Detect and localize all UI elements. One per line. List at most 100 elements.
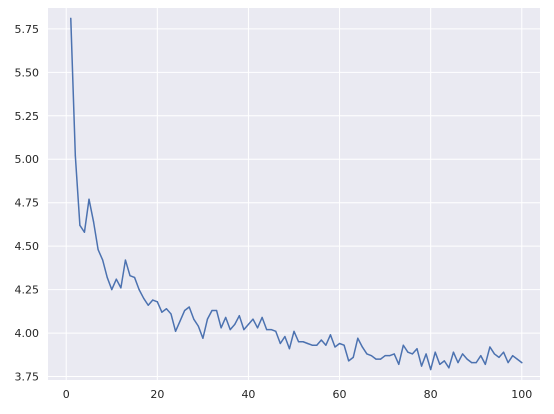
data-point — [243, 328, 245, 331]
data-point — [466, 358, 468, 360]
data-points — [70, 17, 523, 371]
data-point — [498, 356, 500, 359]
data-point — [352, 356, 354, 359]
y-tick-label: 5.25 — [15, 110, 40, 123]
grid — [48, 8, 540, 380]
data-point — [170, 313, 172, 315]
data-point — [229, 328, 231, 331]
data-point — [389, 355, 391, 357]
data-point — [507, 362, 509, 364]
plot-background — [48, 8, 540, 380]
y-tick-label: 5.75 — [15, 23, 40, 36]
data-point — [448, 367, 450, 369]
y-tick-label: 4.25 — [15, 284, 40, 297]
data-point — [202, 337, 204, 339]
data-point — [439, 363, 441, 365]
data-point — [256, 327, 259, 329]
data-point — [106, 276, 108, 279]
x-tick-label: 100 — [511, 388, 532, 401]
data-point — [161, 311, 163, 313]
data-point — [238, 315, 240, 317]
data-point — [111, 289, 113, 291]
data-point — [211, 309, 213, 312]
data-point — [270, 328, 272, 331]
data-point — [402, 344, 404, 346]
data-point — [147, 304, 149, 306]
data-point — [215, 309, 218, 312]
data-point — [165, 308, 168, 310]
data-point — [220, 327, 222, 329]
data-point — [197, 325, 199, 327]
data-point — [416, 348, 418, 350]
data-point — [279, 342, 281, 345]
data-point — [521, 362, 523, 364]
data-point — [275, 330, 277, 332]
data-point — [343, 344, 345, 346]
data-point — [452, 351, 455, 353]
x-tick-label: 0 — [63, 388, 70, 401]
data-point — [88, 198, 90, 200]
data-point — [311, 344, 313, 346]
data-point — [484, 363, 486, 365]
data-point — [174, 330, 177, 332]
y-tick-label: 3.75 — [15, 371, 40, 384]
data-point — [512, 355, 514, 357]
data-point — [411, 353, 414, 355]
data-point — [489, 346, 491, 348]
data-point — [348, 360, 350, 362]
data-point — [83, 231, 86, 233]
series-line — [70, 17, 523, 371]
data-point — [320, 339, 322, 341]
x-tick-label: 20 — [150, 388, 164, 401]
data-point — [425, 353, 427, 355]
data-point — [307, 342, 309, 345]
data-point — [261, 316, 263, 319]
data-point — [97, 249, 99, 251]
data-point — [475, 362, 477, 364]
data-point — [133, 276, 136, 279]
data-point — [193, 318, 195, 320]
data-point — [124, 259, 127, 261]
data-point — [434, 351, 436, 353]
data-point — [252, 318, 254, 320]
y-tick-label: 4.50 — [15, 240, 40, 253]
data-point — [325, 344, 327, 346]
y-tick-label: 4.75 — [15, 197, 40, 210]
data-point — [375, 358, 377, 360]
data-point — [420, 365, 423, 367]
data-point — [443, 360, 445, 362]
data-point — [156, 301, 158, 303]
data-point — [370, 355, 373, 357]
data-point — [266, 328, 268, 331]
data-point — [461, 353, 464, 355]
data-point — [457, 362, 459, 364]
x-tick-label: 60 — [333, 388, 347, 401]
data-point — [288, 348, 291, 350]
data-point — [102, 259, 104, 261]
data-point — [502, 351, 505, 353]
y-tick-label: 5.50 — [15, 66, 40, 79]
data-point — [379, 358, 382, 360]
data-point — [366, 353, 368, 355]
data-point — [143, 297, 145, 299]
data-point — [329, 334, 332, 336]
data-point — [70, 17, 72, 20]
data-point — [179, 320, 181, 322]
data-point — [284, 335, 286, 338]
y-tick-label: 5.00 — [15, 153, 40, 166]
data-point — [357, 337, 359, 339]
data-point — [129, 275, 131, 277]
data-point — [338, 342, 341, 345]
data-point — [334, 346, 336, 348]
data-point — [152, 299, 154, 301]
data-point — [361, 346, 363, 348]
data-point — [188, 306, 190, 308]
data-point — [184, 309, 186, 312]
data-point — [516, 358, 518, 360]
data-point — [471, 362, 473, 364]
data-point — [430, 368, 432, 371]
x-tick-label: 40 — [241, 388, 255, 401]
x-tick-label: 80 — [424, 388, 438, 401]
data-point — [393, 353, 395, 355]
